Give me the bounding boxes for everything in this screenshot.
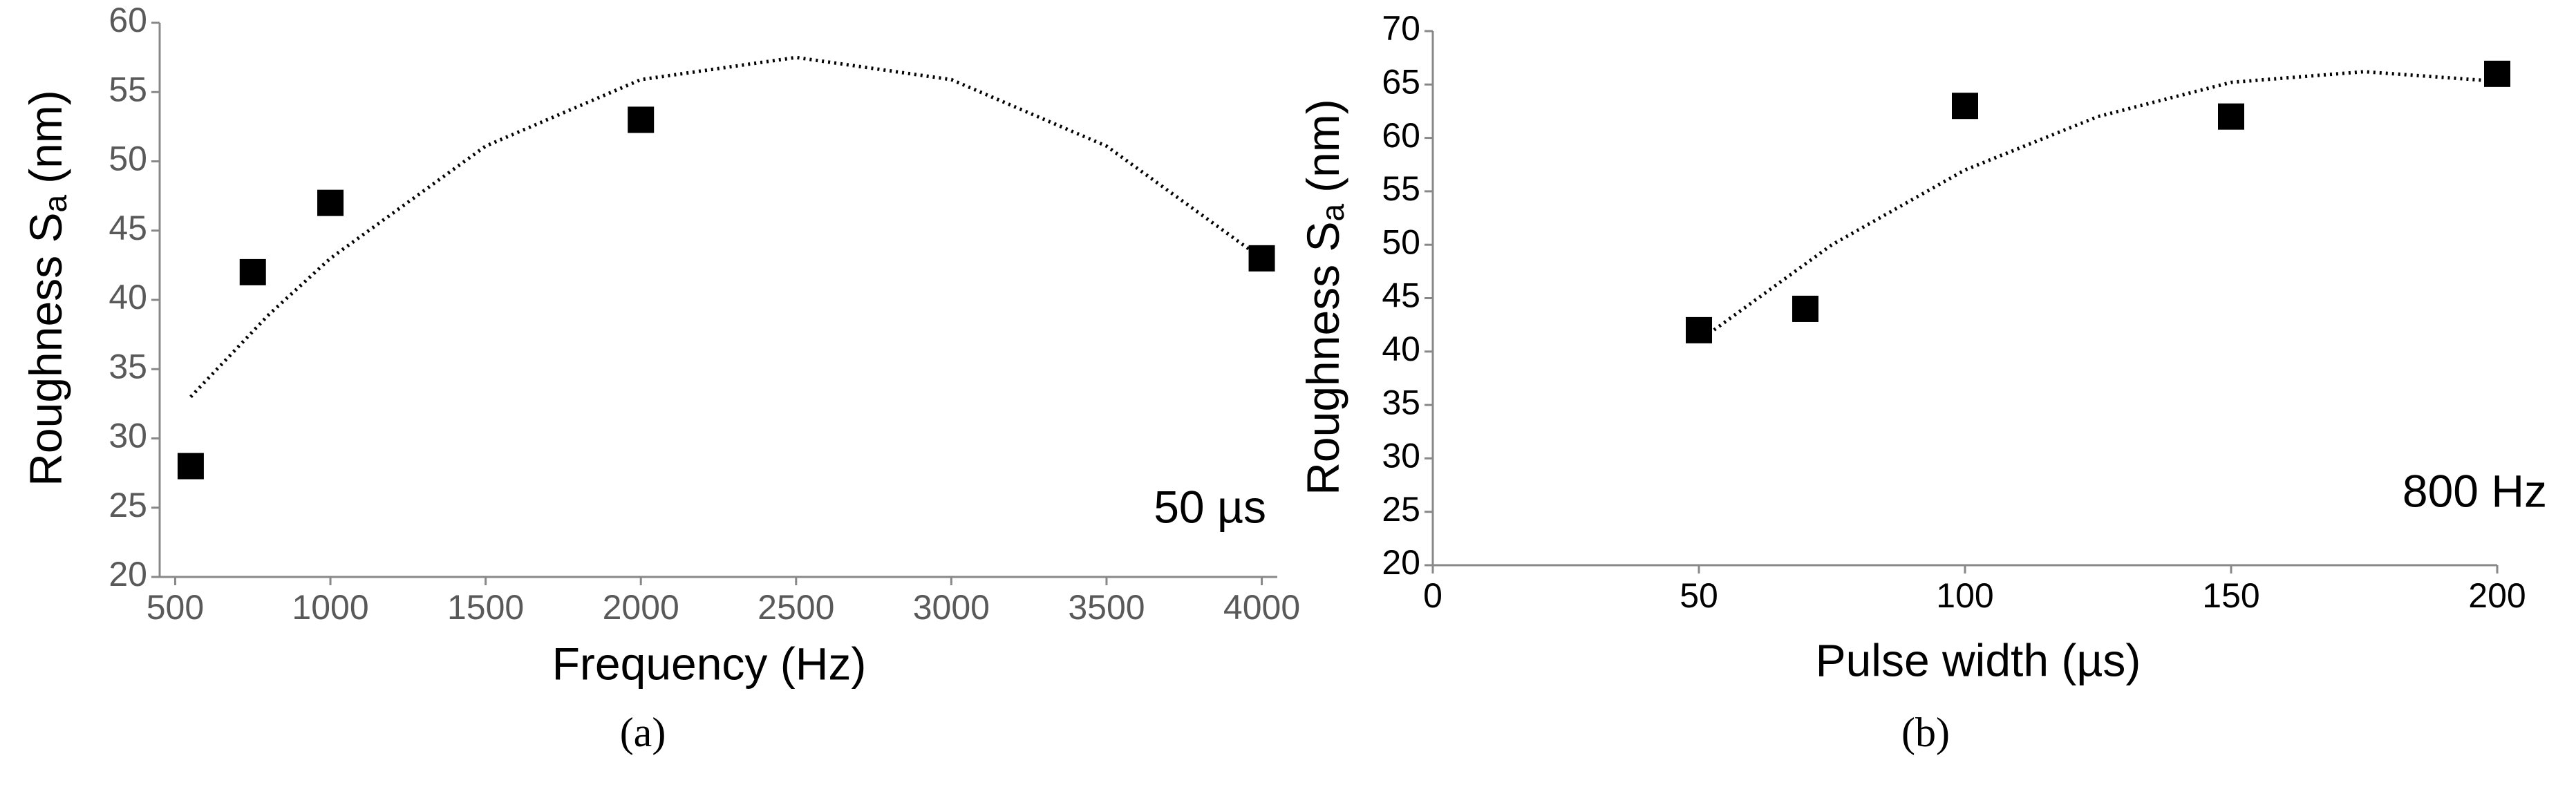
y-tick-label: 70 (1382, 9, 1420, 48)
x-tick-label: 100 (1936, 576, 1993, 615)
y-tick-label: 30 (1382, 437, 1420, 475)
x-tick-label: 50 (1680, 576, 1718, 615)
y-tick-label: 25 (109, 486, 147, 524)
y-tick-label: 40 (109, 278, 147, 316)
x-tick-label: 2500 (758, 588, 834, 627)
y-tick-label: 50 (1382, 222, 1420, 261)
x-tick-label: 1000 (292, 588, 368, 627)
x-tick-label: 150 (2202, 576, 2259, 615)
y-tick-label: 30 (109, 417, 147, 455)
y-tick-label: 35 (109, 347, 147, 386)
y-tick-label: 40 (1382, 330, 1420, 368)
y-axis-title-main: Roughness S (20, 212, 71, 486)
y-axis-title-subscript: a (37, 194, 73, 212)
y-tick-label: 20 (1382, 543, 1420, 582)
x-tick-label: 500 (147, 588, 204, 627)
y-tick-label: 25 (1382, 490, 1420, 529)
data-point (177, 453, 204, 480)
y-axis-title: Roughness Sa (nm) (20, 90, 73, 486)
caption: (a) (620, 710, 666, 755)
trendline (1698, 70, 2498, 343)
x-tick-label: 4000 (1223, 588, 1300, 627)
y-axis-title-subscript: a (1315, 203, 1351, 221)
y-tick-label: 50 (109, 140, 147, 178)
y-tick-label: 55 (109, 70, 147, 108)
y-axis-title-unit: (nm) (1297, 99, 1348, 193)
y-axis-title-main: Roughness S (1297, 221, 1348, 495)
trendline (189, 55, 1263, 399)
x-axis-title: Frequency (Hz) (552, 638, 867, 689)
y-axis-title: Roughness Sa (nm) (1297, 99, 1351, 495)
x-tick-label: 0 (1423, 576, 1442, 615)
y-tick-label: 35 (1382, 383, 1420, 421)
caption: (b) (1901, 710, 1950, 755)
x-tick-label: 200 (2468, 576, 2526, 615)
annotation: 800 Hz (2403, 465, 2547, 516)
y-tick-label: 45 (109, 209, 147, 247)
data-point (1952, 93, 1978, 120)
y-tick-label: 65 (1382, 63, 1420, 102)
data-point (628, 106, 655, 133)
x-tick-label: 3000 (913, 588, 990, 627)
annotation: 50 µs (1154, 481, 1266, 532)
x-tick-label: 2000 (603, 588, 679, 627)
x-axis-title: Pulse width (µs) (1816, 634, 2141, 685)
y-tick-label: 60 (1382, 116, 1420, 155)
y-axis-title-unit: (nm) (20, 90, 71, 184)
data-point (317, 189, 344, 216)
data-point (1792, 295, 1818, 322)
data-point (2218, 103, 2244, 130)
data-point (1686, 316, 1712, 343)
data-point (1248, 245, 1275, 272)
data-point (2484, 60, 2510, 87)
y-tick-label: 45 (1382, 276, 1420, 315)
y-tick-label: 20 (109, 555, 147, 594)
y-tick-label: 60 (109, 1, 147, 39)
x-tick-label: 3500 (1068, 588, 1145, 627)
y-tick-label: 55 (1382, 169, 1420, 208)
x-tick-label: 1500 (447, 588, 524, 627)
data-point (239, 258, 266, 285)
